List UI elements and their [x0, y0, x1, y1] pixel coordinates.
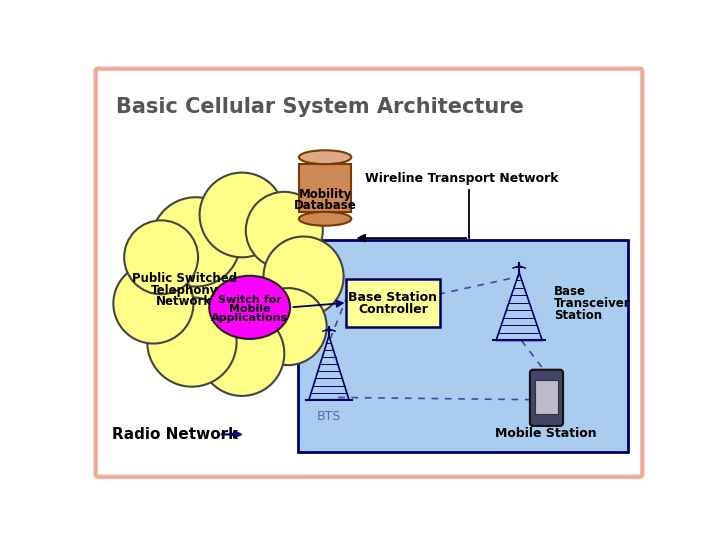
Circle shape	[113, 264, 194, 343]
Ellipse shape	[210, 276, 290, 339]
FancyBboxPatch shape	[298, 240, 628, 452]
Text: Controller: Controller	[358, 303, 428, 316]
Text: Base: Base	[554, 286, 586, 299]
Circle shape	[246, 192, 323, 269]
Text: Mobile Station: Mobile Station	[495, 427, 597, 440]
Text: Station: Station	[554, 308, 602, 321]
FancyBboxPatch shape	[96, 69, 642, 477]
Text: Switch for: Switch for	[217, 295, 282, 305]
Circle shape	[113, 264, 194, 343]
Text: Database: Database	[294, 199, 356, 212]
Text: Transceiver: Transceiver	[554, 297, 631, 310]
FancyBboxPatch shape	[299, 164, 351, 212]
Circle shape	[264, 237, 343, 316]
Polygon shape	[145, 207, 311, 361]
Circle shape	[148, 298, 237, 387]
Text: Radio Network: Radio Network	[112, 427, 238, 442]
FancyBboxPatch shape	[535, 380, 558, 414]
Circle shape	[151, 197, 240, 287]
Text: BTS: BTS	[317, 410, 341, 423]
Text: Wireline Transport Network: Wireline Transport Network	[364, 172, 558, 185]
Text: Network: Network	[156, 295, 212, 308]
Circle shape	[199, 311, 284, 396]
Ellipse shape	[299, 212, 351, 226]
Text: Public Switched: Public Switched	[132, 272, 237, 285]
Circle shape	[124, 220, 198, 294]
Ellipse shape	[299, 150, 351, 164]
Circle shape	[250, 288, 327, 365]
Circle shape	[148, 298, 237, 387]
Text: Mobility: Mobility	[298, 188, 352, 201]
Circle shape	[250, 288, 327, 365]
Circle shape	[264, 237, 343, 316]
Circle shape	[246, 192, 323, 269]
Circle shape	[199, 311, 284, 396]
Circle shape	[151, 197, 240, 287]
FancyBboxPatch shape	[346, 279, 440, 327]
Text: Basic Cellular System Architecture: Basic Cellular System Architecture	[117, 97, 524, 117]
Circle shape	[124, 220, 198, 294]
Text: Applications: Applications	[211, 313, 288, 323]
Text: Mobile: Mobile	[229, 304, 271, 314]
FancyBboxPatch shape	[530, 370, 563, 426]
Circle shape	[199, 173, 284, 257]
Circle shape	[199, 173, 284, 257]
Text: Telephony: Telephony	[150, 284, 218, 297]
Text: Base Station: Base Station	[348, 291, 437, 304]
